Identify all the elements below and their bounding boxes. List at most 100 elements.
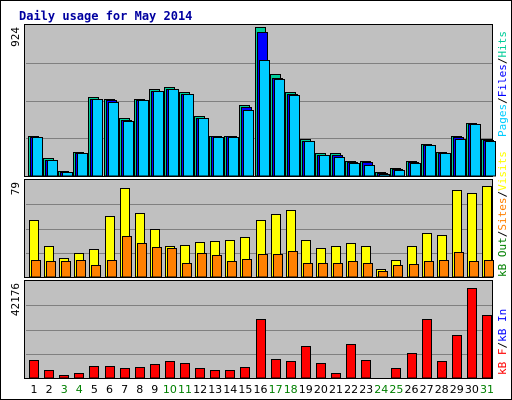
bar-pages-day-9 — [153, 91, 164, 177]
bar-kbf-day-25 — [391, 368, 401, 379]
bar-sites-day-10 — [167, 248, 177, 278]
day-label-21: 21 — [329, 383, 343, 396]
bar-kbf-day-9 — [150, 364, 160, 379]
bar-kbf-day-10 — [165, 361, 175, 379]
bar-kbf-day-16 — [256, 319, 266, 379]
bar-sites-day-17 — [273, 254, 283, 278]
bar-kbf-day-1 — [29, 360, 39, 379]
bar-kbf-day-18 — [286, 361, 296, 379]
day-label-28: 28 — [435, 383, 449, 396]
bar-kbf-day-17 — [271, 359, 281, 379]
bar-sites-day-15 — [242, 259, 252, 278]
bar-pages-day-18 — [289, 95, 300, 177]
bar-pages-day-17 — [274, 79, 285, 177]
bar-kbf-day-11 — [180, 363, 190, 379]
bar-pages-day-16 — [259, 60, 270, 177]
bar-pages-day-11 — [183, 94, 194, 177]
legend-sep-2: / — [496, 58, 509, 65]
bar-pages-day-5 — [92, 99, 103, 177]
bar-pages-day-14 — [228, 137, 239, 177]
bar-pages-day-13 — [213, 137, 224, 177]
day-label-2: 2 — [46, 383, 53, 396]
bar-kbf-day-14 — [225, 370, 235, 379]
day-label-18: 18 — [284, 383, 298, 396]
bar-pages-day-31 — [485, 141, 496, 177]
day-label-30: 30 — [465, 383, 479, 396]
bar-pages-day-23 — [364, 165, 375, 177]
bar-pages-day-29 — [455, 139, 466, 177]
bar-pages-day-26 — [410, 163, 421, 177]
bar-sites-day-11 — [182, 263, 192, 278]
day-label-12: 12 — [193, 383, 207, 396]
bar-sites-day-22 — [348, 261, 358, 278]
day-label-27: 27 — [420, 383, 434, 396]
bar-sites-day-26 — [409, 264, 419, 278]
bar-kbf-day-29 — [452, 335, 462, 379]
day-label-11: 11 — [178, 383, 192, 396]
bar-pages-day-30 — [470, 124, 481, 177]
day-label-23: 23 — [359, 383, 373, 396]
day-label-8: 8 — [136, 383, 143, 396]
bar-kbf-day-26 — [407, 353, 417, 379]
bar-pages-day-8 — [138, 100, 149, 177]
legend-kbf: kB F — [496, 349, 509, 376]
legend-visits: Visits — [496, 151, 509, 191]
bar-sites-day-31 — [484, 260, 494, 278]
day-label-15: 15 — [238, 383, 252, 396]
bar-sites-day-27 — [424, 261, 434, 278]
bar-sites-day-3 — [61, 261, 71, 278]
bar-pages-day-27 — [425, 145, 436, 177]
bar-sites-day-18 — [288, 251, 298, 278]
day-label-10: 10 — [163, 383, 177, 396]
bar-kbf-day-30 — [467, 288, 477, 379]
day-label-26: 26 — [405, 383, 419, 396]
bar-kbf-day-5 — [89, 366, 99, 379]
bar-sites-day-12 — [197, 253, 207, 278]
day-label-25: 25 — [389, 383, 403, 396]
bar-pages-day-19 — [304, 141, 315, 177]
bar-kbf-day-31 — [482, 315, 492, 379]
bar-pages-day-28 — [440, 153, 451, 177]
day-label-22: 22 — [344, 383, 358, 396]
bar-kbf-day-19 — [301, 346, 311, 379]
bar-kbf-day-15 — [240, 367, 250, 379]
bar-pages-day-22 — [349, 163, 360, 177]
bar-sites-day-2 — [46, 261, 56, 278]
bar-pages-day-12 — [198, 118, 209, 177]
bar-pages-day-10 — [168, 89, 179, 177]
day-label-14: 14 — [223, 383, 237, 396]
bar-kbf-day-21 — [331, 373, 341, 379]
legend-sep-3: / — [496, 231, 509, 238]
bars — [28, 27, 496, 379]
legend-sites: Sites — [496, 198, 509, 231]
legend-sep-5: / — [496, 342, 509, 349]
bar-pages-day-21 — [334, 157, 345, 177]
bar-sites-day-9 — [152, 247, 162, 278]
day-label-17: 17 — [269, 383, 283, 396]
panel-kb-max-label: 42176 — [9, 283, 22, 316]
bar-sites-day-25 — [393, 265, 403, 278]
legend-sep-1: / — [496, 97, 509, 104]
day-label-6: 6 — [106, 383, 113, 396]
bar-pages-day-3 — [62, 172, 73, 177]
legend-kb-panel: kB F/kB In — [496, 309, 509, 375]
legend-pages: Pages — [496, 104, 509, 137]
legend-files: Files — [496, 64, 509, 97]
day-label-1: 1 — [31, 383, 38, 396]
panel-visits-max-label: 79 — [9, 182, 22, 195]
bar-pages-day-25 — [394, 170, 405, 177]
bar-kbf-day-7 — [120, 368, 130, 379]
day-label-5: 5 — [91, 383, 98, 396]
bar-kbf-day-27 — [422, 319, 432, 379]
bar-kbf-day-22 — [346, 344, 356, 379]
legend-kbout: kB Out — [496, 237, 509, 277]
bar-kbf-day-13 — [210, 370, 220, 379]
bar-sites-day-16 — [258, 254, 268, 278]
bar-sites-day-28 — [439, 260, 449, 278]
bar-kbf-day-23 — [361, 360, 371, 379]
legend-hits: Hits — [496, 31, 509, 58]
bar-sites-day-24 — [378, 271, 388, 278]
day-label-3: 3 — [61, 383, 68, 396]
bar-kbf-day-8 — [135, 367, 145, 379]
